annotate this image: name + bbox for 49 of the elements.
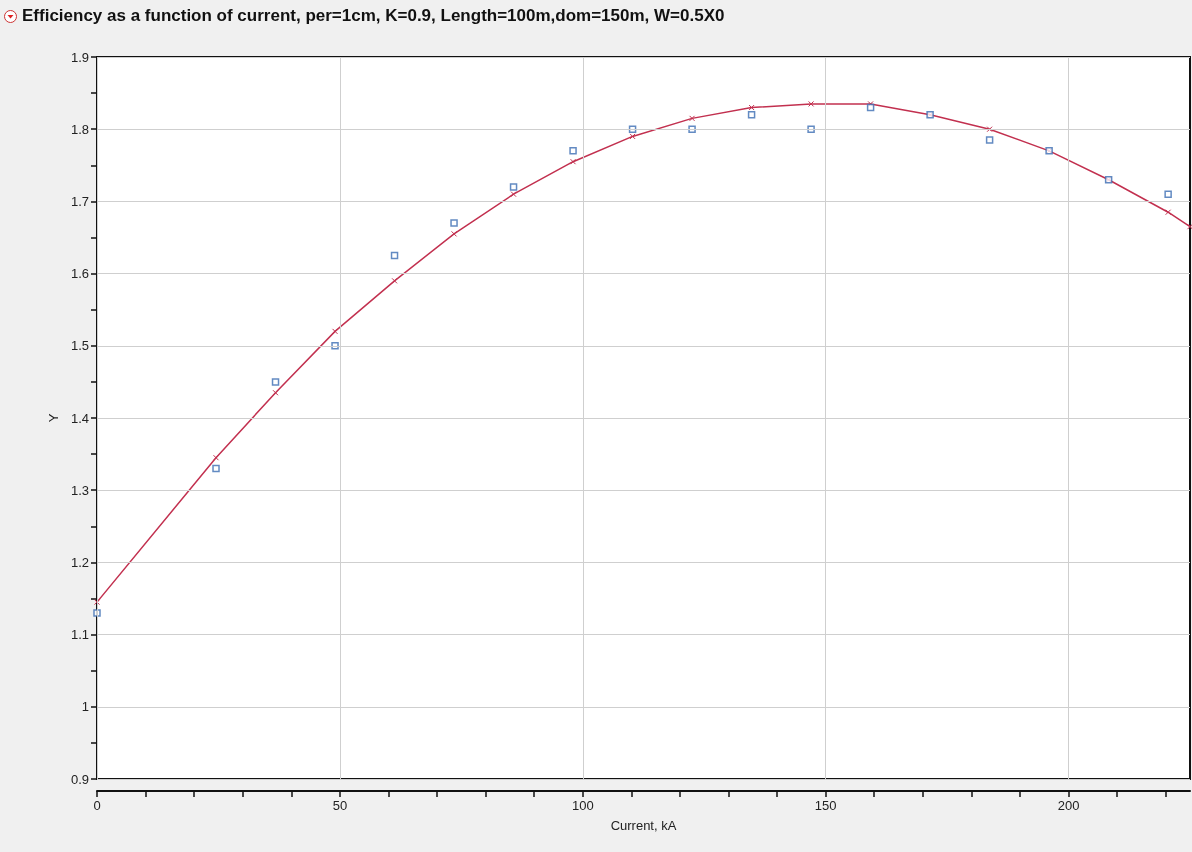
point <box>986 126 993 133</box>
point <box>628 125 637 133</box>
y-tick-label: 1.9 <box>70 49 89 65</box>
y-tick-label: 1.3 <box>70 482 89 498</box>
point <box>807 125 815 133</box>
point <box>272 389 279 396</box>
point <box>808 100 815 107</box>
x-tick-label: 50 <box>332 798 348 813</box>
point <box>271 378 280 386</box>
y-tick-label: 1.8 <box>70 121 89 137</box>
y-tick-label: 1.7 <box>70 193 89 209</box>
point <box>332 328 339 335</box>
y-tick-label: 1.6 <box>70 266 89 282</box>
point <box>629 133 636 140</box>
y-tick-label: 1.2 <box>70 554 89 570</box>
point <box>1165 209 1172 216</box>
point <box>689 115 696 122</box>
x-tick-label: 100 <box>571 798 594 813</box>
point <box>688 125 696 133</box>
point <box>212 464 220 473</box>
point <box>391 277 398 284</box>
point <box>93 609 101 617</box>
y-tick-label: 0.9 <box>70 771 89 787</box>
x-tick-label: 0 <box>93 798 101 813</box>
point <box>510 191 517 198</box>
x-tick-label: 150 <box>814 798 837 813</box>
point <box>569 147 577 155</box>
point <box>570 158 577 165</box>
point <box>213 454 220 461</box>
point <box>1187 223 1192 230</box>
point <box>94 599 100 606</box>
y-tick-label: 1.4 <box>70 410 89 426</box>
point <box>747 111 756 119</box>
chart-title: Efficiency as a function of current, per=1cm, K=0.9, Length=100m,dom=150m, W=0.5X0 <box>22 6 725 26</box>
x-axis-title: Current, kA <box>610 818 677 833</box>
y-axis-title: Y <box>46 413 62 423</box>
y-tick-label: 1.5 <box>70 338 89 354</box>
point <box>985 136 994 144</box>
point <box>866 103 875 112</box>
x-tick-label: 200 <box>1057 798 1080 813</box>
point <box>1164 190 1172 198</box>
point <box>450 219 458 227</box>
point <box>509 183 518 191</box>
y-tick-label: 1.1 <box>70 627 89 643</box>
y-tick-label: 1 <box>81 699 89 715</box>
point <box>748 104 755 111</box>
point <box>390 251 399 260</box>
point <box>451 230 458 237</box>
point <box>331 342 339 350</box>
